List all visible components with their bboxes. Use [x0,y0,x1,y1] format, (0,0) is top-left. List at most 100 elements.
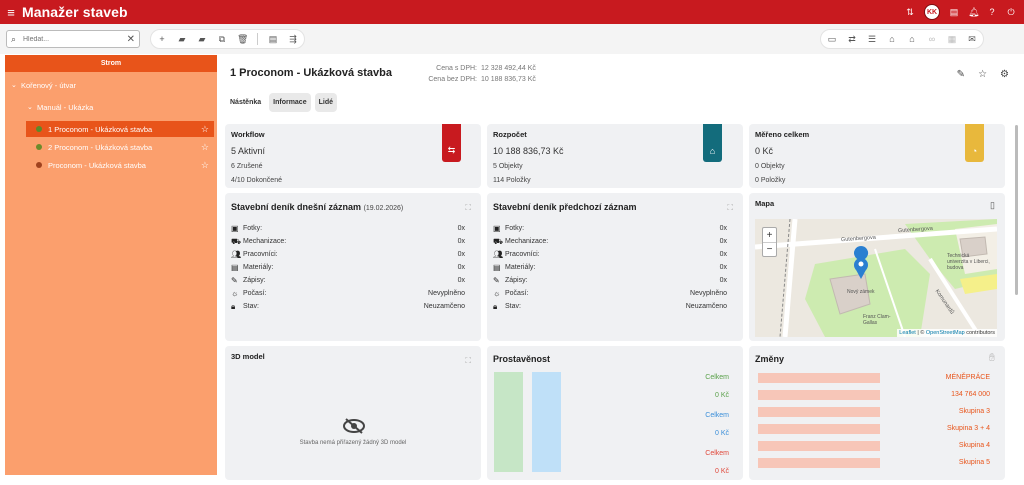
diary-row: 👥︎ Pracovníci: 0x [231,248,465,261]
card-title: 3D model [231,352,265,361]
tree-node-label: Proconom - Ukázková stavba [48,160,146,170]
pencil-icon: ✎ [231,276,238,285]
bell-icon[interactable]: 🔔︎ [968,6,980,17]
change-label: MÉNĚPRÁCE [945,374,990,381]
page-title: 1 Proconom - Ukázková stavba [230,67,393,79]
tree-node-manual[interactable]: ⌄ Manuál - Ukázka [27,99,211,115]
card-value: 0 Kč [755,146,774,156]
diary-today-card[interactable]: Stavební deník dnešní záznam (19.02.2026… [225,193,481,341]
prostavenost-card: Prostavěnost Celkem 0 Kč Celkem 0 Kč Cel… [487,346,743,480]
view-actions: ▭ ⇄ ☰ ⌂ ⌂ ∞ ▦ ✉ [820,29,984,49]
change-label: 134 764 000 [951,391,990,398]
diary-row-label: Mechanizace: [243,238,287,245]
diary-previous-card[interactable]: Stavební deník předchozí záznam ⛶ ▣ Fotky… [487,193,743,341]
search-box[interactable]: ⌕ ✕ [6,30,140,48]
tab-information[interactable]: Informace [269,93,311,112]
avatar[interactable]: KK [924,4,940,20]
lock-icon: 🔒︎ [231,301,236,311]
map-tiles [755,219,997,337]
image-icon: ▣ [493,224,501,233]
tree-node-label: Kořenový - útvar [21,80,77,90]
diary-row-value: 0x [719,264,727,271]
expand-icon[interactable]: ⛶ [465,203,471,212]
expand-icon[interactable]: ⛶ [465,356,471,365]
hand-icon[interactable]: ✋︎ [988,352,995,364]
tree-node-root[interactable]: ⌄ Kořenový - útvar [11,77,211,93]
add-icon[interactable]: + [159,34,165,44]
search-icon: ⌕ [11,33,17,44]
menu-icon[interactable]: ≡ [7,4,15,20]
diary-row: ▣ Fotky: 0x [493,222,727,235]
map-card: Mapa ▯ Gutenbergova G [749,193,1005,341]
diary-row-label: Stav: [505,303,521,310]
diary-row-value: Neuzamčeno [423,303,465,310]
diary-row-label: Mechanizace: [505,238,549,245]
status-dot [36,144,42,150]
diary-row: ✎ Zápisy: 0x [231,274,465,287]
star-icon[interactable]: ☆ [200,141,209,152]
pencil-icon: ✎ [493,276,500,285]
tree-node-project-1[interactable]: 1 Proconom - Ukázková stavba ☆ [26,121,214,137]
diary-row-label: Fotky: [243,225,263,232]
edit-icon[interactable]: ✎ [956,69,966,80]
clear-icon[interactable]: ✕ [126,33,135,45]
zoom-out-button[interactable]: − [763,242,776,256]
map-view[interactable]: Gutenbergova Gutenbergova Komunardů Tech… [755,219,997,337]
search-input[interactable] [23,35,113,43]
diary-row-value: 0x [457,238,465,245]
export-icon[interactable]: ⇶ [289,33,297,44]
calendar-icon: ▦ [947,33,957,44]
map-zoom: + − [762,227,777,257]
transfer-icon[interactable]: ⇄ [848,33,856,44]
top-bar: ≡ Manažer staveb ⇅ KK ▤ 🔔︎ ? ⏻ [0,0,1024,24]
budget-card[interactable]: Rozpočet 10 188 836,73 Kč 5 Objekty 114 … [487,124,743,188]
leaflet-link[interactable]: Leaflet [899,330,916,336]
monitor-icon[interactable]: ▭ [827,33,837,44]
archive-icon: ▤ [231,263,239,272]
toolbar: ⌕ ✕ + ▰ ▰ ⧉ 🗑︎ ▤ ⇶ ▭ ⇄ ☰ ⌂ ⌂ ∞ ▦ ✉ [0,24,1024,54]
report-icon[interactable]: ▤ [268,33,278,44]
sun-icon: ☼ [231,289,239,298]
document-icon[interactable]: ▤ [949,6,959,17]
bank-icon[interactable]: ⌂ [889,34,895,44]
change-label: Skupina 5 [958,459,990,466]
model-3d-card: 3D model ⛶ Stavba nemá přiřazený žádný 3… [225,346,481,480]
tab-people[interactable]: Lidé [314,93,337,112]
workflow-card[interactable]: Workflow 5 Aktivní 6 Zrušené 4/10 Dokonč… [225,124,481,188]
home-icon[interactable]: ⌂ [909,34,915,44]
star-icon[interactable]: ☆ [200,159,209,170]
help-icon[interactable]: ? [989,7,995,17]
list-icon[interactable]: ☰ [867,33,877,44]
star-icon[interactable]: ☆ [978,69,988,80]
divider [257,33,258,45]
add-folder-icon[interactable]: ▰ [178,33,186,44]
price-vat-value: 12 328 492,44 Kč [481,65,536,72]
copy-icon[interactable]: ⧉ [218,33,226,44]
sun-icon: ☼ [493,289,501,298]
poi-label: Technická univerzita v Liberci, budova [947,253,990,271]
star-icon[interactable]: ☆ [200,123,209,134]
chevron-down-icon[interactable]: ⌄ [27,104,33,111]
card-title: Prostavěnost [493,354,551,364]
tree-node-project-2[interactable]: 2 Proconom - Ukázková stavba ☆ [26,139,214,155]
card-line: 0 Položky [755,177,786,184]
chevron-down-icon[interactable]: ⌄ [11,82,17,89]
scrollbar[interactable] [1015,125,1018,295]
gear-icon[interactable]: ⚙ [1000,69,1009,80]
measured-card[interactable]: Měřeno celkem 0 Kč 0 Objekty 0 Položky ◔ [749,124,1005,188]
card-title: Rozpočet [493,130,527,139]
tree-node-project-3[interactable]: Proconom - Ukázková stavba ☆ [26,157,214,173]
osm-link[interactable]: OpenStreetMap [925,330,965,336]
mail-icon[interactable]: ✉ [968,33,976,44]
tab-dashboard[interactable]: Nástěnka [230,99,262,106]
folder-icon[interactable]: ▰ [198,33,206,44]
diary-row-label: Fotky: [505,225,525,232]
power-icon[interactable]: ⏻ [1007,6,1015,17]
delete-icon[interactable]: 🗑︎ [237,33,249,44]
expand-icon[interactable]: ⛶ [727,203,733,212]
zoom-in-button[interactable]: + [766,229,773,241]
diary-row: ▤ Materiály: 0x [493,261,727,274]
map-icon[interactable]: ▯ [990,200,995,210]
tree-actions: + ▰ ▰ ⧉ 🗑︎ ▤ ⇶ [150,29,305,49]
sort-icon[interactable]: ⇅ [906,6,914,17]
